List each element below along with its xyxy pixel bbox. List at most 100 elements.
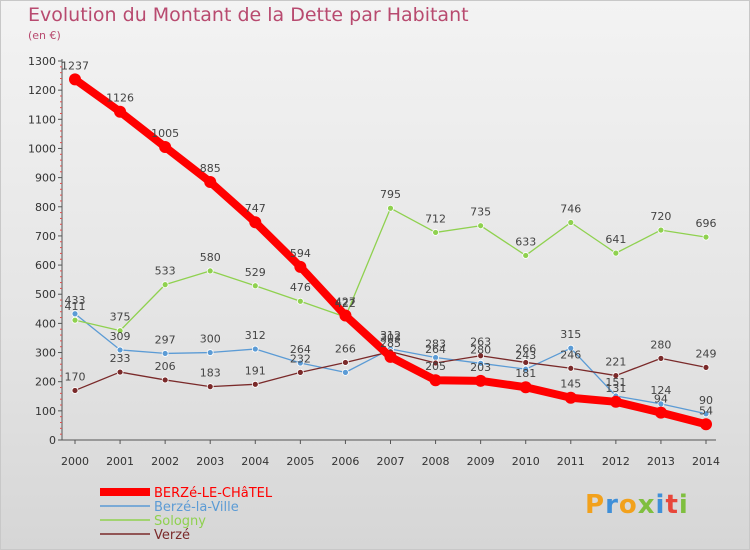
y-tick-label: 600	[35, 259, 56, 272]
data-label: 1005	[151, 127, 179, 140]
data-point-0-10	[519, 381, 532, 394]
data-label: 151	[605, 376, 626, 389]
y-tick-label: 100	[35, 405, 56, 418]
data-point-1-11	[567, 344, 575, 352]
x-tick-label: 2010	[512, 455, 540, 468]
data-point-3-10	[522, 359, 530, 366]
data-point-3-2	[161, 376, 169, 384]
data-point-0-12	[609, 395, 622, 408]
data-label: 94	[654, 393, 668, 406]
data-point-2-13	[657, 226, 665, 234]
data-label: 280	[470, 343, 491, 356]
x-tick-label: 2011	[557, 455, 585, 468]
data-point-0-4	[249, 216, 262, 229]
y-tick-label: 800	[35, 201, 56, 214]
data-point-3-6	[342, 359, 349, 366]
y-tick-label: 700	[35, 230, 56, 243]
data-label: 249	[696, 347, 717, 360]
data-label: 300	[200, 333, 221, 346]
data-label: 1126	[106, 92, 134, 105]
y-tick-label: 500	[35, 288, 56, 301]
data-point-1-14	[702, 410, 710, 418]
data-point-2-5	[296, 297, 304, 305]
data-point-0-14	[700, 418, 712, 431]
data-label: 90	[699, 394, 713, 407]
data-point-0-2	[159, 141, 172, 154]
data-point-1-5	[296, 359, 304, 367]
data-label: 720	[650, 210, 671, 223]
data-point-2-9	[477, 222, 485, 230]
data-label: 297	[155, 333, 176, 346]
x-tick-label: 2008	[422, 455, 450, 468]
data-point-2-7	[387, 204, 394, 212]
data-label: 1237	[61, 59, 89, 72]
x-tick-label: 2009	[467, 455, 495, 468]
data-label: 315	[560, 328, 581, 341]
data-point-1-6	[342, 368, 349, 376]
data-point-3-14	[702, 364, 710, 371]
data-point-2-1	[116, 327, 124, 335]
data-label: 131	[605, 382, 626, 395]
data-label: 633	[515, 235, 536, 248]
legend-label-3: Verzé	[154, 528, 190, 543]
x-tick-label: 2012	[602, 455, 630, 468]
data-point-2-0	[71, 316, 79, 324]
data-label: 735	[470, 206, 491, 219]
data-point-1-10	[522, 365, 530, 373]
data-label: 285	[380, 337, 401, 350]
data-label: 266	[335, 342, 356, 355]
data-label: 375	[110, 311, 131, 324]
x-tick-label: 2004	[241, 455, 269, 468]
data-label: 205	[425, 360, 446, 373]
data-point-3-12	[612, 372, 620, 379]
logo-letter: x	[637, 490, 656, 520]
data-label: 795	[380, 188, 401, 201]
data-point-2-14	[702, 233, 710, 241]
y-tick-label: 300	[35, 347, 56, 360]
x-tick-label: 2002	[151, 455, 179, 468]
data-label: 263	[470, 336, 491, 349]
data-point-3-8	[432, 359, 439, 367]
data-label: 427	[335, 296, 356, 309]
x-tick-label: 2007	[377, 455, 405, 468]
data-label: 170	[65, 370, 86, 383]
data-label: 641	[605, 233, 626, 246]
data-point-2-4	[251, 282, 259, 290]
data-point-2-8	[432, 229, 439, 236]
data-point-0-0	[69, 73, 81, 86]
data-label: 885	[200, 162, 221, 175]
data-point-2-2	[161, 281, 169, 289]
data-label: 206	[155, 360, 176, 373]
data-label: 243	[515, 349, 536, 362]
y-tick-label: 0	[49, 434, 56, 447]
data-label: 303	[380, 332, 401, 345]
logo-letter: i	[678, 490, 689, 520]
data-label: 312	[245, 329, 266, 342]
data-point-0-11	[564, 391, 577, 404]
data-label: 422	[335, 297, 356, 310]
data-label: 283	[425, 337, 446, 350]
y-tick-label: 400	[35, 317, 56, 330]
data-point-0-8	[429, 374, 442, 387]
data-point-3-0	[71, 387, 79, 394]
data-label: 191	[245, 364, 266, 377]
data-point-3-1	[116, 368, 124, 376]
data-label: 533	[155, 265, 176, 278]
data-point-0-9	[474, 374, 487, 387]
x-tick-label: 2000	[61, 455, 89, 468]
y-tick-label: 1000	[28, 142, 56, 155]
y-tick-label: 200	[35, 376, 56, 389]
data-label: 712	[425, 212, 446, 225]
data-point-3-13	[657, 354, 665, 362]
data-label: 746	[560, 203, 581, 216]
data-point-1-1	[116, 346, 124, 354]
data-point-2-3	[206, 267, 214, 275]
data-point-0-5	[294, 260, 307, 273]
data-label: 266	[515, 342, 536, 355]
data-point-2-10	[522, 252, 530, 259]
x-tick-label: 2014	[692, 455, 720, 468]
data-label: 233	[110, 352, 131, 365]
data-label: 54	[699, 404, 713, 417]
data-label: 264	[290, 343, 311, 356]
